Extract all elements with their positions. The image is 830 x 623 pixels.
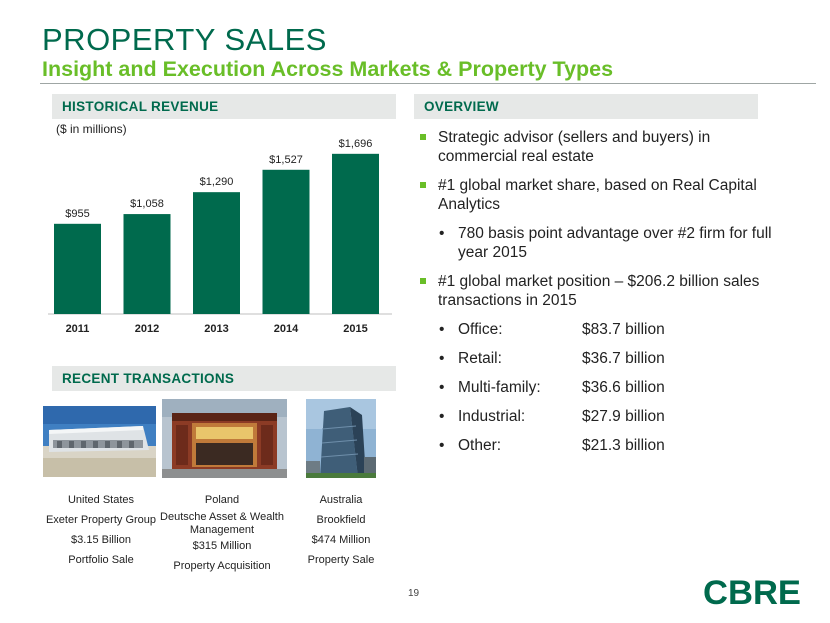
photo-poland-building bbox=[162, 399, 287, 478]
bullet-square-icon bbox=[420, 134, 426, 140]
tx-country: Poland bbox=[204, 494, 240, 506]
tx-type: Property Acquisition bbox=[173, 560, 271, 572]
photo-australia-tower bbox=[306, 399, 376, 478]
bullet-dot-icon: • bbox=[439, 379, 445, 396]
breakdown-value: $36.6 billion bbox=[582, 379, 665, 396]
breakdown-value: $21.3 billion bbox=[582, 437, 665, 454]
tick-label-2015: 2015 bbox=[343, 323, 367, 335]
tx-country: United States bbox=[67, 494, 135, 506]
page-number: 19 bbox=[408, 588, 420, 599]
tx-amount: $3.15 Billion bbox=[71, 534, 131, 546]
bar-2013 bbox=[193, 192, 240, 314]
recent-transactions-heading: RECENT TRANSACTIONS bbox=[52, 366, 396, 391]
overview-heading: OVERVIEW bbox=[414, 94, 758, 119]
bullet-dot-icon: • bbox=[439, 321, 445, 338]
bullet-text: #1 global market position – $206.2 billi… bbox=[438, 273, 760, 309]
data-label-2015: $1,696 bbox=[339, 138, 373, 150]
page-subtitle: Insight and Execution Across Markets & P… bbox=[42, 57, 614, 81]
photo-us-warehouse bbox=[43, 406, 156, 477]
bullet-text: #1 global market share, based on Real Ca… bbox=[438, 177, 757, 213]
tx-party: Exeter Property Group bbox=[45, 514, 157, 526]
transaction-poland: Poland Deutsche Asset & Wealth Managemen… bbox=[157, 493, 287, 579]
overview-bullets: Strategic advisor (sellers and buyers) i… bbox=[420, 128, 780, 465]
breakdown-label: Other: bbox=[458, 437, 502, 454]
logo-text: CBRE bbox=[703, 574, 801, 608]
tx-party: Brookfield bbox=[316, 514, 366, 526]
tick-label-2013: 2013 bbox=[204, 323, 228, 335]
tick-label-2012: 2012 bbox=[135, 323, 159, 335]
breakdown-value: $83.7 billion bbox=[582, 321, 665, 338]
bullet-dot-icon: • bbox=[439, 437, 445, 454]
title-divider bbox=[40, 83, 816, 84]
bar-2012 bbox=[123, 214, 171, 314]
tx-type: Portfolio Sale bbox=[68, 554, 134, 566]
transaction-us: United States Exeter Property Group $3.1… bbox=[36, 493, 166, 573]
breakdown-retail: • Retail: $36.7 billion bbox=[420, 349, 780, 378]
tick-label-2011: 2011 bbox=[66, 323, 90, 335]
tx-amount: $474 Million bbox=[311, 534, 371, 546]
historical-revenue-heading: HISTORICAL REVENUE bbox=[52, 94, 396, 119]
bullet-text: Strategic advisor (sellers and buyers) i… bbox=[438, 129, 711, 165]
bullet-square-icon bbox=[420, 182, 426, 188]
breakdown-other: • Other: $21.3 billion bbox=[420, 436, 780, 465]
bullet-dot-icon: • bbox=[439, 408, 445, 425]
bar-2014 bbox=[262, 169, 310, 314]
breakdown-value: $27.9 billion bbox=[582, 408, 665, 425]
tx-party: Deutsche Asset & Wealth Management bbox=[160, 511, 284, 536]
data-label-2011: $955 bbox=[65, 208, 89, 220]
cbre-logo: CBRE bbox=[703, 574, 801, 608]
tick-label-2014: 2014 bbox=[274, 323, 299, 335]
breakdown-label: Multi-family: bbox=[458, 379, 541, 396]
bullet-square-icon bbox=[420, 278, 426, 284]
tx-amount: $315 Million bbox=[192, 540, 252, 552]
tx-type: Property Sale bbox=[307, 554, 375, 566]
subbullet-basis-point: • 780 basis point advantage over #2 firm… bbox=[420, 224, 780, 262]
data-label-2014: $1,527 bbox=[269, 154, 303, 166]
bullet-dot-icon: • bbox=[439, 225, 445, 242]
data-label-2012: $1,058 bbox=[130, 198, 164, 210]
revenue-bar-chart: $955 2011 $1,058 2012 $1,290 2013 $1,527 2014 $1… bbox=[48, 138, 392, 335]
breakdown-label: Industrial: bbox=[458, 408, 526, 425]
bullet-market-position: #1 global market position – $206.2 billi… bbox=[420, 272, 780, 310]
breakdown-office: • Office: $83.7 billion bbox=[420, 320, 780, 349]
page-title: PROPERTY SALES bbox=[42, 22, 327, 57]
bar-2011 bbox=[54, 223, 101, 314]
breakdown-label: Retail: bbox=[458, 350, 502, 367]
breakdown-industrial: • Industrial: $27.9 billion bbox=[420, 407, 780, 436]
transaction-australia: Australia Brookfield $474 Million Proper… bbox=[276, 493, 406, 573]
bar-2015 bbox=[332, 153, 379, 314]
unit-note: ($ in millions) bbox=[56, 122, 127, 136]
breakdown-value: $36.7 billion bbox=[582, 350, 665, 367]
bullet-strategic-advisor: Strategic advisor (sellers and buyers) i… bbox=[420, 128, 780, 166]
breakdown-multifamily: • Multi-family: $36.6 billion bbox=[420, 378, 780, 407]
data-label-2013: $1,290 bbox=[200, 176, 234, 188]
tx-country: Australia bbox=[319, 494, 363, 506]
breakdown-label: Office: bbox=[458, 321, 503, 338]
bullet-market-share: #1 global market share, based on Real Ca… bbox=[420, 176, 780, 214]
bullet-text: 780 basis point advantage over #2 firm f… bbox=[458, 225, 772, 261]
bullet-dot-icon: • bbox=[439, 350, 445, 367]
